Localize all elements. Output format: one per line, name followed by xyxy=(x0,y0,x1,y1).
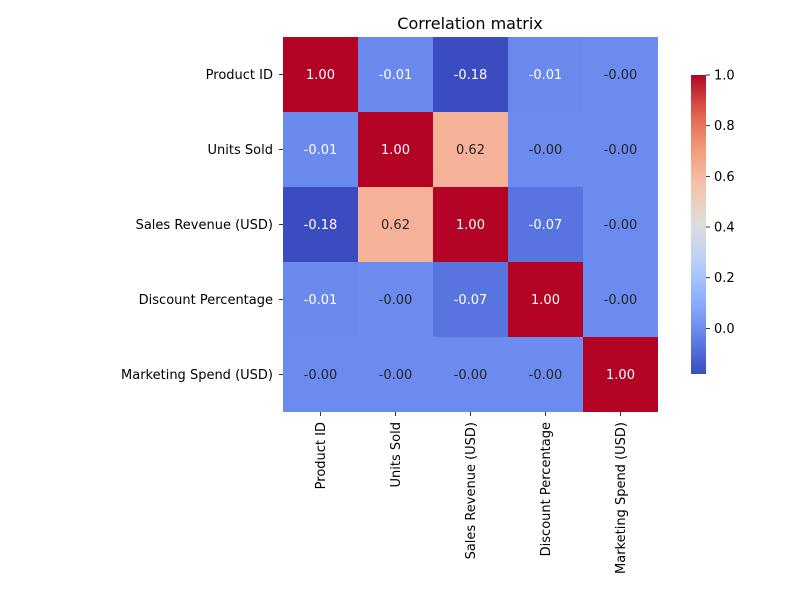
cell-value-label: -0.00 xyxy=(604,218,638,233)
colorbar-tick-label: 0.0 xyxy=(714,322,735,337)
heatmap-cell xyxy=(583,37,658,112)
colorbar-ticks: 0.0 0.2 0.4 0.6 0.8 1.0 xyxy=(706,69,735,337)
cell-value-label: 1.00 xyxy=(456,218,485,233)
colorbar-tick-label: 0.8 xyxy=(714,119,735,134)
cell-value-label: -0.00 xyxy=(529,143,563,158)
heatmap-cell xyxy=(508,262,583,337)
x-tick-label: Product ID xyxy=(314,422,329,489)
y-tick-label: Marketing Spend (USD) xyxy=(121,368,273,383)
colorbar-tick-label: 0.4 xyxy=(714,221,735,236)
row-labels: Product ID Units Sold Sales Revenue (USD) D… xyxy=(121,68,283,383)
cell-value-label: -0.18 xyxy=(304,218,338,233)
heatmap-cells: 1.00 -0.01 -0.18 -0.01 -0.00 -0.01 1.00 0.62 -0.… xyxy=(283,37,658,412)
x-tick-label: Discount Percentage xyxy=(539,422,554,556)
cell-value-label: -0.07 xyxy=(529,218,563,233)
heatmap-cell xyxy=(583,187,658,262)
cell-value-label: -0.00 xyxy=(454,368,488,383)
heatmap-cell xyxy=(583,337,658,412)
colorbar xyxy=(691,75,706,374)
cell-value-label: -0.01 xyxy=(304,293,338,308)
heatmap-cell xyxy=(433,187,508,262)
x-tick-label: Marketing Spend (USD) xyxy=(614,422,629,574)
y-tick-label: Product ID xyxy=(206,68,273,83)
cell-value-label: 0.62 xyxy=(381,218,410,233)
cell-value-label: -0.00 xyxy=(304,368,338,383)
heatmap-cell xyxy=(358,112,433,187)
cell-value-label: -0.00 xyxy=(529,368,563,383)
cell-value-label: -0.01 xyxy=(304,143,338,158)
cell-value-label: -0.01 xyxy=(529,68,563,83)
heatmap-cell xyxy=(508,187,583,262)
cell-value-label: 1.00 xyxy=(381,143,410,158)
heatmap-cell xyxy=(583,262,658,337)
cell-value-label: 1.00 xyxy=(306,68,335,83)
heatmap-cell xyxy=(283,262,358,337)
cell-value-label: 1.00 xyxy=(531,293,560,308)
y-tick-label: Units Sold xyxy=(208,143,273,158)
heatmap-cell xyxy=(508,337,583,412)
cell-value-label: -0.00 xyxy=(379,293,413,308)
y-tick-label: Sales Revenue (USD) xyxy=(136,218,273,233)
heatmap-cell xyxy=(508,37,583,112)
colorbar-tick-label: 1.0 xyxy=(714,69,735,84)
y-tick-label: Discount Percentage xyxy=(139,293,273,308)
chart-title: Correlation matrix xyxy=(397,14,542,33)
x-tick-label: Units Sold xyxy=(389,422,404,487)
heatmap-cell xyxy=(358,37,433,112)
cell-value-label: 1.00 xyxy=(606,368,635,383)
heatmap-cell xyxy=(283,37,358,112)
heatmap-cell xyxy=(433,37,508,112)
cell-value-label: -0.07 xyxy=(454,293,488,308)
heatmap-cell xyxy=(283,187,358,262)
cell-value-label: -0.00 xyxy=(379,368,413,383)
heatmap-cell xyxy=(358,262,433,337)
heatmap-cell xyxy=(358,337,433,412)
cell-value-label: -0.18 xyxy=(454,68,488,83)
heatmap-cell xyxy=(433,337,508,412)
cell-value-label: -0.01 xyxy=(379,68,413,83)
heatmap-cell xyxy=(358,187,433,262)
heatmap-cell xyxy=(433,112,508,187)
heatmap-cell xyxy=(508,112,583,187)
heatmap-cell xyxy=(283,112,358,187)
cell-value-label: 0.62 xyxy=(456,143,485,158)
heatmap-cell xyxy=(433,262,508,337)
colorbar-tick-label: 0.6 xyxy=(714,170,735,185)
cell-value-label: -0.00 xyxy=(604,293,638,308)
x-tick-label: Sales Revenue (USD) xyxy=(464,422,479,559)
column-labels: Product ID Units Sold Sales Revenue (USD) D… xyxy=(314,412,629,574)
cell-value-label: -0.00 xyxy=(604,68,638,83)
cell-value-label: -0.00 xyxy=(604,143,638,158)
heatmap-cell xyxy=(283,337,358,412)
colorbar-tick-label: 0.2 xyxy=(714,271,735,286)
heatmap-cell xyxy=(583,112,658,187)
